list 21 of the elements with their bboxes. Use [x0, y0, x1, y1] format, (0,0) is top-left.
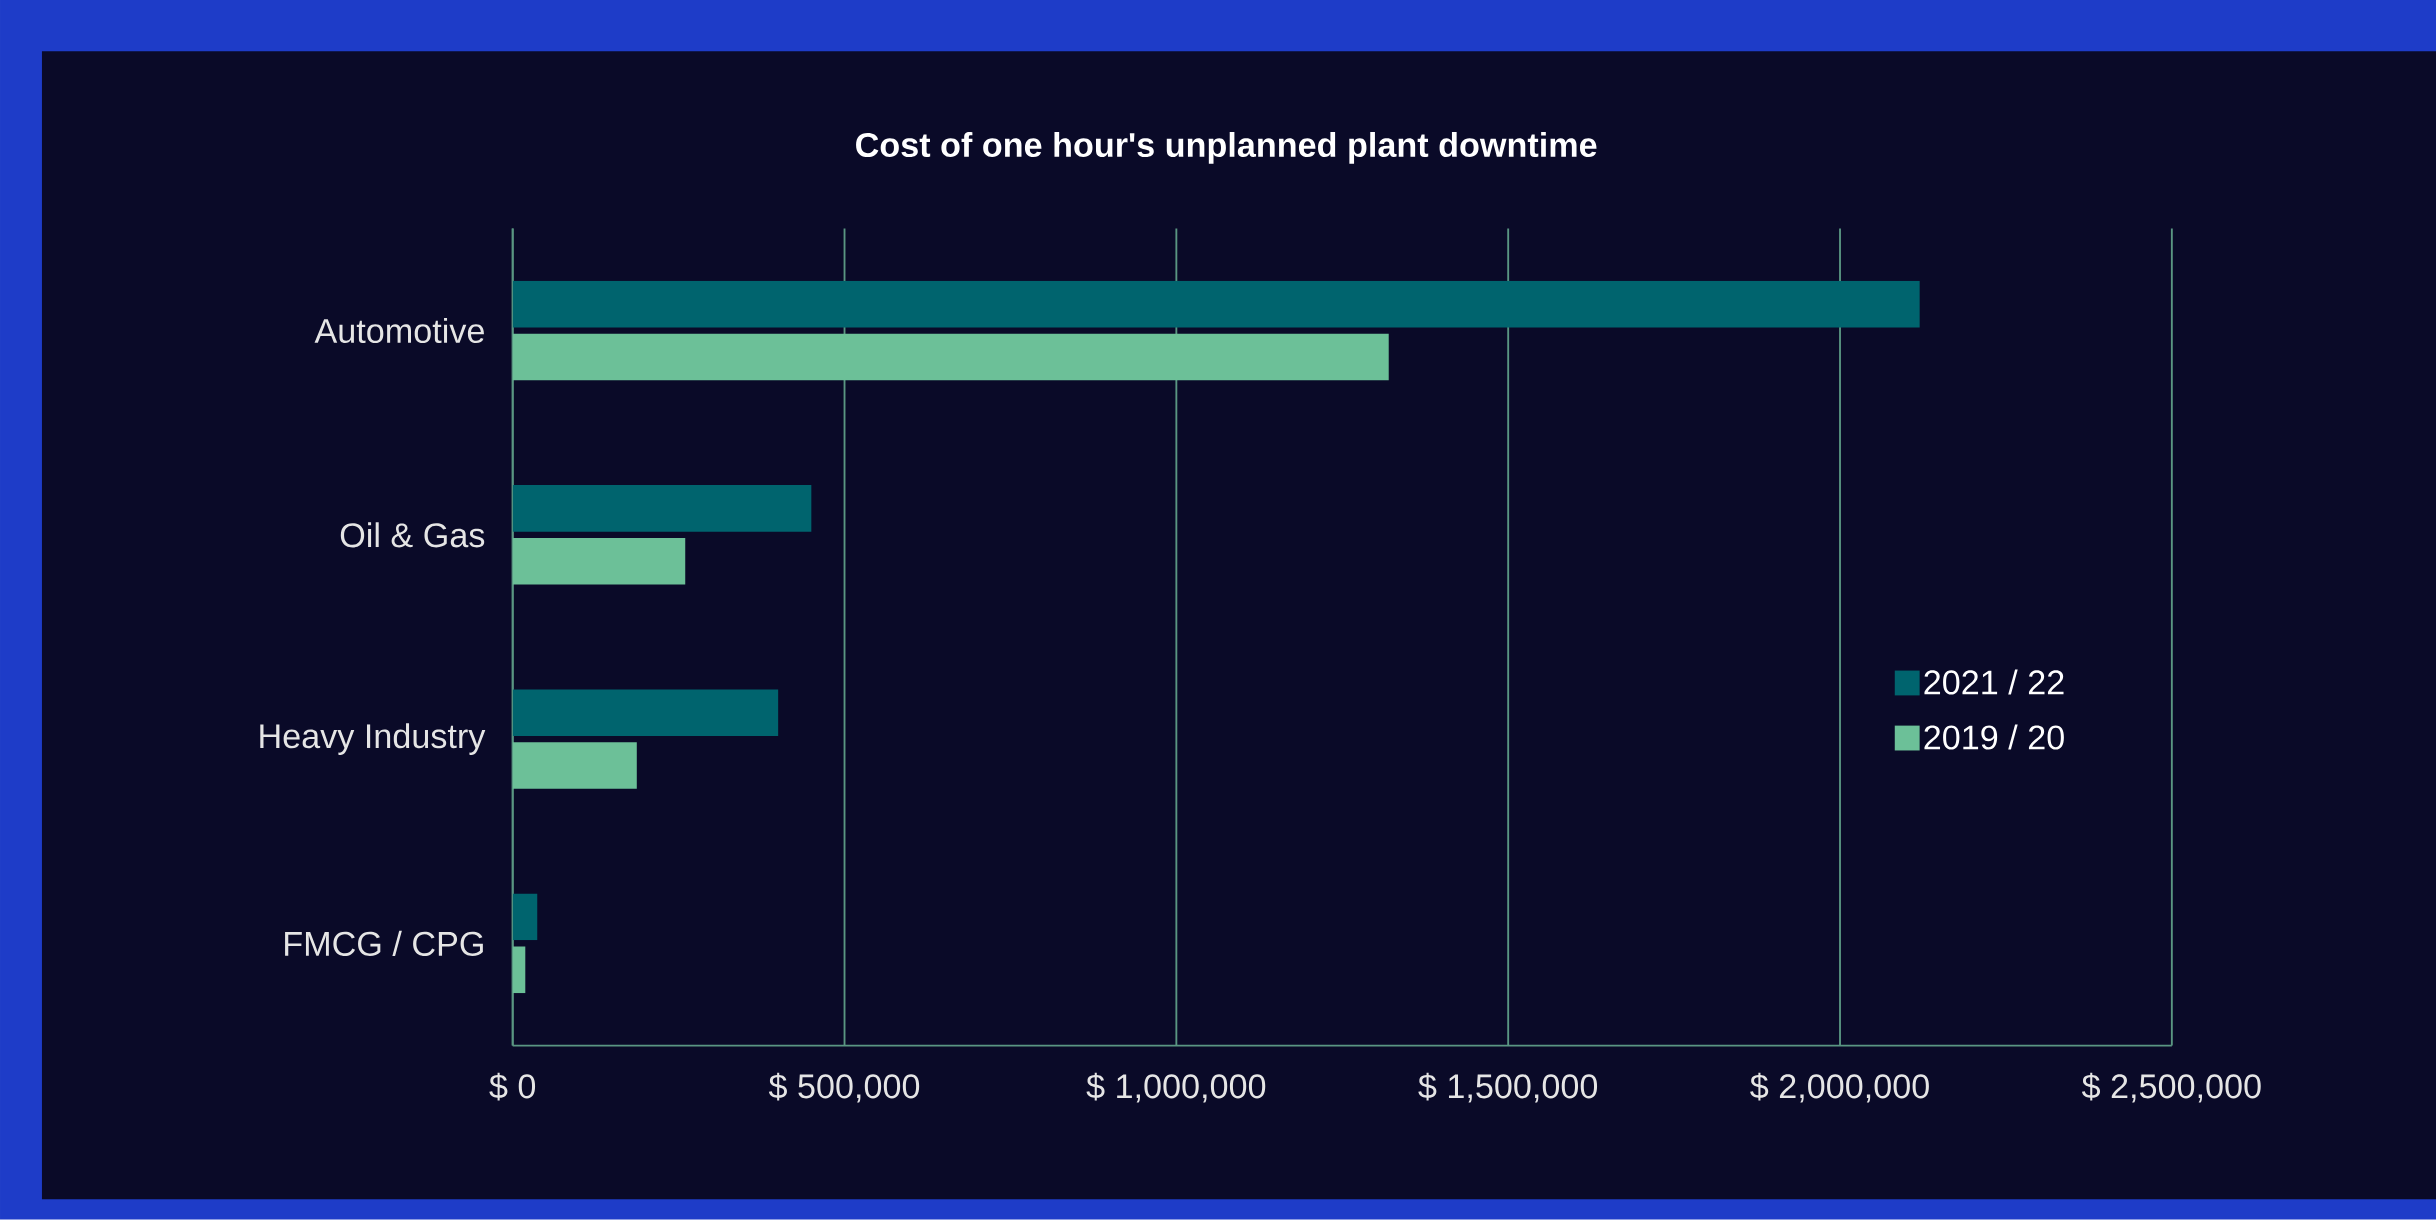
y-tick-label: FMCG / CPG: [285, 931, 483, 957]
bar: [512, 538, 686, 585]
bar: [512, 893, 538, 941]
bar: [512, 946, 526, 994]
legend-label: 2019 / 20: [1924, 724, 2064, 750]
bar: [512, 333, 1389, 381]
chart-title: Cost of one hour's unplanned plant downtime: [856, 132, 1597, 165]
x-tick-label: $ 500,000: [768, 1073, 920, 1103]
bar: [512, 485, 812, 532]
legend-label: 2021 / 22: [1924, 669, 2064, 695]
x-tick-label: $ 1,000,000: [1086, 1073, 1266, 1103]
bar: [512, 742, 637, 790]
y-tick-label: Automotive: [314, 318, 484, 344]
x-tick-label: $ 0: [489, 1073, 536, 1101]
bar: [512, 281, 1920, 328]
y-tick-label: Oil & Gas: [340, 522, 485, 548]
bar: [512, 689, 779, 737]
y-tick-label: Heavy Industry: [260, 723, 486, 756]
x-tick-label: $ 2,500,000: [2081, 1073, 2261, 1103]
x-tick-label: $ 2,000,000: [1750, 1073, 1929, 1103]
x-tick-label: $ 1,500,000: [1418, 1073, 1598, 1103]
